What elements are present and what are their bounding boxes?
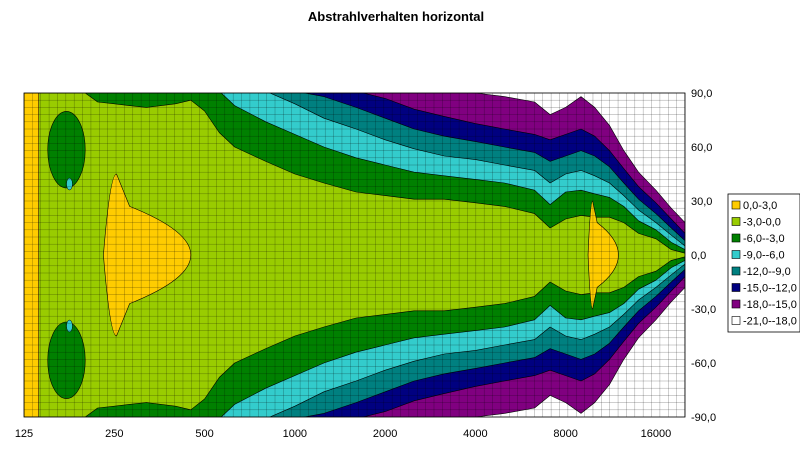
contour-bands: [24, 93, 685, 417]
grid-lines: [23, 92, 686, 418]
peak-region-low: [24, 93, 40, 417]
legend-label: -9,0--6,0: [743, 250, 785, 262]
y-tick-label: -60,0: [691, 358, 716, 370]
dip-region-0: [47, 111, 86, 189]
legend-swatch: [731, 283, 741, 292]
chart-title: Abstrahlverhalten horizontal: [308, 9, 484, 24]
x-tick-label: 4000: [463, 428, 487, 440]
axes: 125 250 500 1000 2000 4000 8000 16000 90,0 60,0 30…: [15, 88, 716, 440]
x-tick-label: 2000: [373, 428, 397, 440]
legend-label: -3,0-0,0: [743, 217, 781, 229]
y-tick-label: 0,0: [691, 250, 706, 262]
legend-box: [727, 193, 800, 333]
legend-label: -12,0--9,0: [743, 266, 791, 278]
y-tick-label: 60,0: [691, 142, 712, 154]
dip-core-0: [66, 177, 73, 191]
legend-swatch: [731, 200, 741, 210]
peak-region-mid: [103, 173, 192, 337]
legend-swatch: [731, 266, 741, 276]
legend-label: 0,0-3,0: [743, 200, 777, 212]
x-tick-label: 125: [15, 428, 33, 440]
plot-border: [23, 92, 686, 418]
x-tick-label: 16000: [641, 428, 672, 440]
legend-swatch: [731, 299, 741, 309]
dip-core-1: [66, 319, 73, 333]
x-tick-label: 1000: [283, 428, 307, 440]
legend-swatch: [731, 217, 741, 226]
legend-label: -6,0--3,0: [743, 233, 785, 245]
y-tick-label: 30,0: [691, 196, 712, 208]
x-tick-label: 500: [195, 428, 213, 440]
y-tick-label: -90,0: [691, 412, 716, 424]
legend-swatch: [731, 250, 741, 259]
legend: 0,0-3,0 -3,0-0,0 -6,0--3,0 -9,0--6,0 -12,0--…: [727, 193, 800, 333]
plot-area: [24, 93, 685, 417]
x-tick-label: 8000: [553, 428, 577, 440]
y-tick-label: 90,0: [691, 88, 712, 100]
legend-label: -21,0--18,0: [743, 316, 797, 328]
legend-swatch: [731, 233, 741, 243]
y-tick-label: -30,0: [691, 304, 716, 316]
legend-label: -18,0--15,0: [743, 299, 797, 311]
legend-label: -15,0--12,0: [743, 283, 797, 295]
x-tick-label: 250: [105, 428, 123, 440]
legend-swatch: [731, 316, 741, 325]
dip-region-1: [47, 321, 86, 399]
peak-region-high: [587, 200, 619, 310]
